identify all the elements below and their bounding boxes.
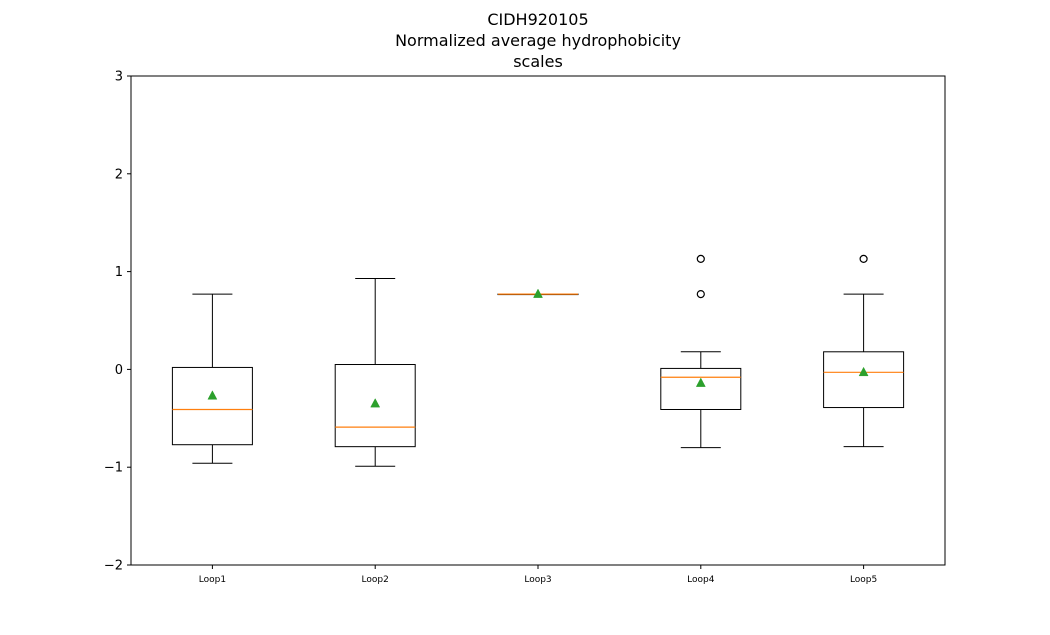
box-loop5	[823, 254, 905, 448]
box-body	[823, 351, 905, 409]
y-tick-label: −1	[104, 461, 123, 476]
x-tick-label: Loop3	[524, 575, 551, 585]
mean-marker	[207, 390, 218, 400]
outlier-point	[696, 254, 705, 263]
box-body	[660, 367, 742, 410]
box-body	[334, 364, 416, 448]
box-loop4	[660, 254, 742, 449]
mean-marker	[370, 398, 381, 408]
chart-title: CIDH920105 Normalized average hydrophobic…	[395, 10, 681, 71]
y-tick-label: 1	[115, 265, 123, 280]
x-tick-label: Loop2	[362, 575, 389, 585]
mean-marker	[858, 366, 869, 377]
y-tick-label: −2	[104, 559, 123, 574]
mean-marker	[695, 377, 706, 387]
outlier-point	[859, 254, 868, 263]
chart-title-line: scales	[513, 52, 563, 71]
plot-frame	[130, 75, 946, 566]
plot-area	[130, 75, 946, 566]
chart-title-line: CIDH920105	[487, 10, 588, 29]
box-loop3	[497, 288, 579, 298]
y-tick-label: 3	[115, 70, 123, 85]
box-loop1	[171, 293, 253, 464]
x-tick-label: Loop5	[850, 575, 877, 585]
x-axis: Loop1 Loop2 Loop3 Loop4 Loop5	[199, 565, 877, 585]
x-tick-label: Loop1	[199, 575, 226, 585]
chart-title-line: Normalized average hydrophobicity	[395, 31, 681, 50]
y-axis: −2 −1 0 1 2 3	[104, 70, 131, 574]
box-body	[171, 366, 253, 446]
mean-marker	[533, 288, 543, 298]
box-loop2	[334, 277, 416, 467]
y-tick-label: 0	[115, 363, 123, 378]
outlier-point	[696, 289, 705, 299]
x-tick-label: Loop4	[687, 575, 715, 585]
y-tick-label: 2	[115, 167, 123, 182]
